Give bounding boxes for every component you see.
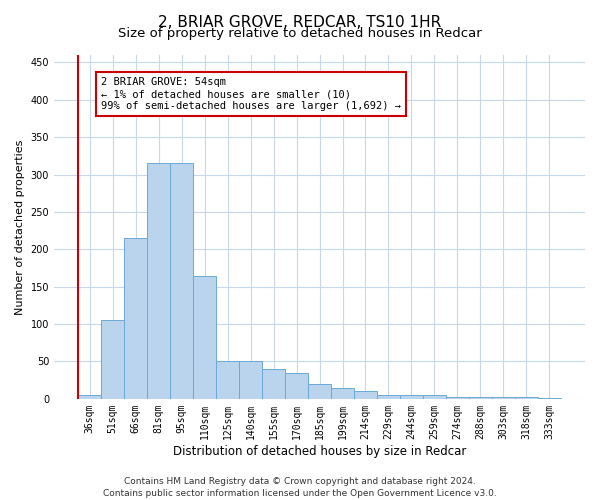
Bar bbox=[377, 395, 400, 399]
Text: 2 BRIAR GROVE: 54sqm
← 1% of detached houses are smaller (10)
99% of semi-detach: 2 BRIAR GROVE: 54sqm ← 1% of detached ho… bbox=[101, 78, 401, 110]
Text: Contains HM Land Registry data © Crown copyright and database right 2024.
Contai: Contains HM Land Registry data © Crown c… bbox=[103, 476, 497, 498]
Bar bbox=[400, 395, 423, 399]
Bar bbox=[170, 164, 193, 399]
Text: 2, BRIAR GROVE, REDCAR, TS10 1HR: 2, BRIAR GROVE, REDCAR, TS10 1HR bbox=[158, 15, 442, 30]
Bar bbox=[147, 164, 170, 399]
Bar bbox=[423, 395, 446, 399]
X-axis label: Distribution of detached houses by size in Redcar: Distribution of detached houses by size … bbox=[173, 444, 466, 458]
Bar bbox=[308, 384, 331, 399]
Bar bbox=[101, 320, 124, 399]
Bar bbox=[331, 388, 354, 399]
Bar bbox=[239, 362, 262, 399]
Bar bbox=[354, 392, 377, 399]
Text: Size of property relative to detached houses in Redcar: Size of property relative to detached ho… bbox=[118, 28, 482, 40]
Bar bbox=[124, 238, 147, 399]
Bar bbox=[262, 369, 285, 399]
Bar bbox=[285, 372, 308, 399]
Bar bbox=[469, 398, 492, 399]
Bar bbox=[515, 398, 538, 399]
Bar bbox=[216, 362, 239, 399]
Bar bbox=[193, 276, 216, 399]
Bar bbox=[492, 398, 515, 399]
Bar bbox=[446, 398, 469, 399]
Y-axis label: Number of detached properties: Number of detached properties bbox=[15, 139, 25, 314]
Bar bbox=[538, 398, 561, 399]
Bar bbox=[78, 395, 101, 399]
